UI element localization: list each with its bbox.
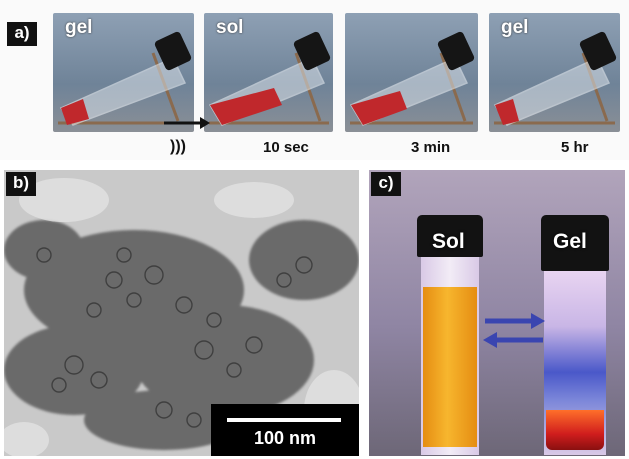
time-label-3: 3 min [411, 139, 451, 156]
vial-photo-3 [345, 13, 478, 132]
panel-a-label: a) [7, 22, 37, 46]
sol-fluorescent-liquid [423, 287, 477, 447]
vial-drawing-2 [208, 31, 331, 126]
scale-bar-line [227, 418, 341, 422]
panel-b-label: b) [6, 172, 36, 196]
sol-vial-cap [417, 215, 483, 257]
vial-photo-4: gel [489, 13, 620, 132]
vial-drawing-3 [349, 31, 475, 126]
tem-image: 100 nm [4, 170, 359, 456]
panel-c-label: c) [371, 172, 401, 196]
vial-drawing-1 [58, 31, 192, 126]
uv-photo: Sol Gel [369, 170, 625, 456]
vial-photo-1: gel [53, 13, 194, 132]
gel-vial-cap [541, 215, 609, 271]
sonication-symbol: ))) [170, 138, 186, 155]
sol-vial [417, 215, 483, 455]
scale-bar-label: 100 nm [253, 428, 317, 448]
time-label-2: 10 sec [263, 139, 309, 156]
reversible-arrows [483, 313, 545, 348]
time-label-4: 5 hr [561, 139, 589, 156]
photo-2-state-label: sol [216, 17, 244, 38]
gel-vial [541, 215, 609, 455]
gel-vial-label: Gel [553, 230, 587, 253]
vial-photo-2: sol [204, 13, 333, 132]
photo-1-state-label: gel [65, 17, 93, 38]
transition-arrow [164, 117, 210, 129]
sol-vial-label: Sol [432, 230, 465, 253]
gel-fluorescent-layer [546, 410, 604, 450]
photo-4-state-label: gel [501, 17, 529, 38]
vial-drawing-4 [493, 31, 617, 126]
scale-bar: 100 nm [211, 404, 359, 456]
